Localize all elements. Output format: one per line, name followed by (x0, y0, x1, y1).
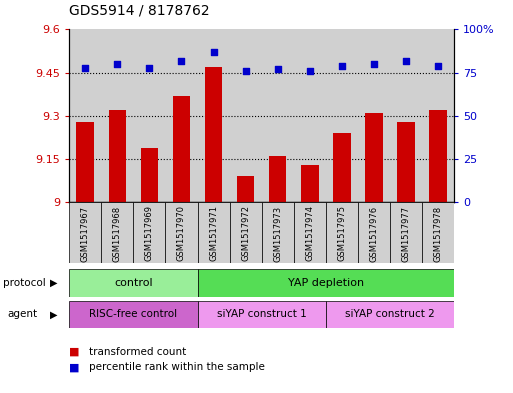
Bar (422, 29, 454, 202)
Text: ▶: ▶ (50, 309, 58, 320)
FancyBboxPatch shape (69, 301, 198, 328)
Point (81, 64, 89, 71)
Bar (365, 113, 383, 202)
Text: ■: ■ (69, 362, 80, 373)
Text: GSM1517970: GSM1517970 (177, 206, 186, 261)
Text: GSM1517976: GSM1517976 (369, 206, 379, 262)
FancyBboxPatch shape (198, 269, 454, 297)
FancyBboxPatch shape (262, 202, 293, 263)
Text: GSM1517974: GSM1517974 (305, 206, 314, 261)
Bar (76, 122, 94, 202)
Text: GSM1517969: GSM1517969 (145, 206, 154, 261)
Bar (262, 29, 293, 202)
FancyBboxPatch shape (165, 202, 198, 263)
Bar (390, 29, 422, 202)
Text: GDS5914 / 8178762: GDS5914 / 8178762 (69, 4, 210, 18)
Bar (141, 148, 158, 202)
Text: transformed count: transformed count (89, 347, 186, 357)
Text: GSM1517978: GSM1517978 (433, 206, 443, 262)
Text: siYAP construct 2: siYAP construct 2 (345, 309, 435, 320)
Bar (69, 29, 102, 202)
Point (242, 68, 250, 74)
Bar (269, 156, 286, 202)
Bar (397, 122, 415, 202)
Bar (205, 67, 222, 202)
Bar (429, 110, 447, 202)
Text: RISC-free control: RISC-free control (89, 309, 177, 320)
Bar (229, 29, 262, 202)
Point (338, 62, 346, 69)
Text: GSM1517967: GSM1517967 (81, 206, 90, 262)
FancyBboxPatch shape (198, 301, 326, 328)
Text: protocol: protocol (3, 278, 45, 288)
FancyBboxPatch shape (229, 202, 262, 263)
Text: GSM1517977: GSM1517977 (401, 206, 410, 262)
FancyBboxPatch shape (326, 202, 358, 263)
Text: GSM1517968: GSM1517968 (113, 206, 122, 262)
Text: GSM1517973: GSM1517973 (273, 206, 282, 262)
Bar (109, 110, 126, 202)
Bar (173, 96, 190, 202)
Text: GSM1517975: GSM1517975 (337, 206, 346, 261)
FancyBboxPatch shape (69, 202, 102, 263)
FancyBboxPatch shape (133, 202, 165, 263)
Text: ▶: ▶ (50, 278, 58, 288)
FancyBboxPatch shape (69, 269, 198, 297)
Bar (326, 29, 358, 202)
Bar (133, 29, 165, 202)
Point (209, 49, 218, 55)
FancyBboxPatch shape (293, 202, 326, 263)
Text: percentile rank within the sample: percentile rank within the sample (89, 362, 265, 373)
Text: ■: ■ (69, 347, 80, 357)
Point (145, 64, 153, 71)
Text: YAP depletion: YAP depletion (288, 278, 364, 288)
Bar (301, 165, 319, 202)
FancyBboxPatch shape (102, 202, 133, 263)
Bar (102, 29, 133, 202)
FancyBboxPatch shape (326, 301, 454, 328)
Point (306, 68, 314, 74)
Text: GSM1517972: GSM1517972 (241, 206, 250, 261)
Bar (293, 29, 326, 202)
Point (113, 61, 122, 67)
Point (434, 62, 442, 69)
Bar (165, 29, 198, 202)
Point (273, 66, 282, 72)
FancyBboxPatch shape (390, 202, 422, 263)
FancyBboxPatch shape (422, 202, 454, 263)
Point (177, 57, 186, 64)
Text: siYAP construct 1: siYAP construct 1 (217, 309, 306, 320)
Text: control: control (114, 278, 153, 288)
FancyBboxPatch shape (358, 202, 390, 263)
Bar (198, 29, 229, 202)
Bar (358, 29, 390, 202)
Bar (237, 176, 254, 202)
Text: agent: agent (7, 309, 37, 320)
Bar (333, 133, 350, 202)
Point (402, 57, 410, 64)
FancyBboxPatch shape (198, 202, 229, 263)
Text: GSM1517971: GSM1517971 (209, 206, 218, 261)
Point (370, 61, 378, 67)
